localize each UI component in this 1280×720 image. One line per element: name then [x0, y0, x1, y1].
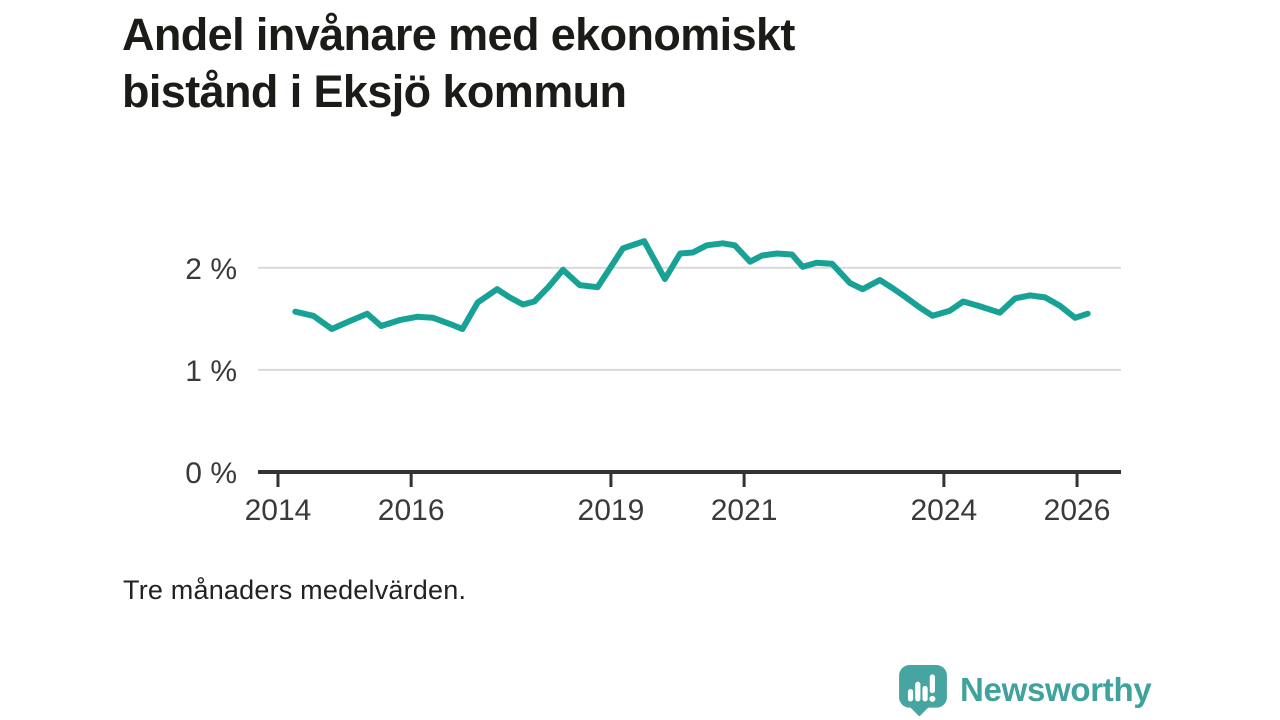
x-tick-label-2016: 2016 [378, 494, 445, 527]
chart-footnote: Tre månaders medelvärden. [123, 575, 467, 605]
data-line-series [292, 238, 1091, 332]
chart-title-line-2: bistånd i Eksjö kommun [122, 66, 627, 117]
y-tick-label-1-percent: 1 % [185, 355, 237, 388]
chart-title-line-1: Andel invånare med ekonomiskt [122, 9, 795, 60]
x-tick-label-2014: 2014 [245, 494, 312, 527]
x-tick-label-2019: 2019 [578, 494, 645, 527]
newsworthy-wordmark: Newsworthy [960, 671, 1152, 708]
y-tick-label-0-percent: 0 % [185, 457, 237, 490]
chart-title: Andel invånare med ekonomiskt bistånd i … [122, 6, 1062, 120]
x-tick-label-2021: 2021 [711, 494, 778, 527]
y-tick-label-2-percent: 2 % [185, 253, 237, 286]
newsworthy-branding: Newsworthy [898, 664, 1152, 716]
x-tick-label-2026: 2026 [1044, 494, 1111, 527]
newsworthy-logo-icon [899, 665, 947, 716]
x-tick-label-2024: 2024 [910, 494, 977, 527]
